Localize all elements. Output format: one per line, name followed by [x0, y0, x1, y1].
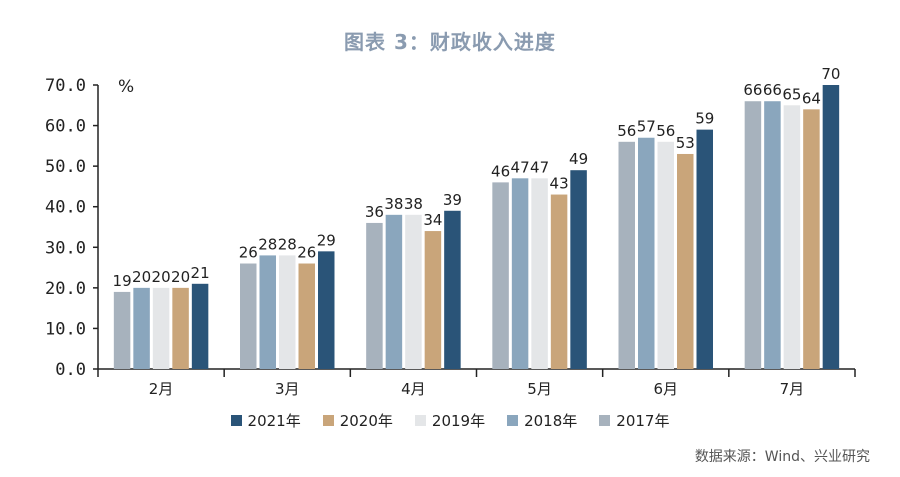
legend-label: 2018年: [524, 412, 578, 430]
bar: [550, 194, 568, 369]
legend-swatch: [599, 415, 611, 426]
data-label: 38: [384, 195, 403, 213]
legend-item: 2020年: [322, 410, 393, 431]
bar: [259, 255, 276, 369]
legend-label: 2020年: [339, 412, 393, 430]
bar: [618, 141, 635, 369]
data-label: 56: [617, 122, 636, 140]
data-label: 34: [423, 211, 442, 229]
bar: [318, 251, 335, 369]
bar: [822, 85, 840, 369]
legend-swatch: [230, 415, 242, 426]
bar: [405, 214, 422, 369]
data-label: 65: [782, 85, 801, 103]
y-tick-label: 30.0: [45, 238, 86, 258]
bar: [191, 283, 209, 369]
data-label: 47: [530, 158, 549, 176]
data-label: 28: [258, 235, 277, 253]
bars: [113, 85, 840, 370]
bar: [531, 178, 548, 369]
data-label: 19: [113, 272, 132, 290]
data-label: 47: [511, 158, 530, 176]
data-label: 38: [404, 195, 423, 213]
x-tick-label: 4月: [401, 380, 426, 398]
legend: 2021年 2020年 2019年 2018年 2017年: [0, 410, 900, 431]
data-label: 29: [317, 231, 336, 249]
bar: [744, 101, 762, 369]
y-tick-label: 60.0: [45, 117, 86, 137]
y-tick-label: 0.0: [55, 360, 86, 380]
legend-item: 2019年: [414, 410, 486, 431]
bar: [492, 182, 509, 369]
bar: [240, 263, 257, 369]
data-label: 56: [656, 122, 675, 140]
y-tick-label: 20.0: [45, 279, 86, 299]
legend-label: 2021年: [247, 412, 301, 430]
data-label: 64: [802, 89, 821, 107]
bar: [152, 287, 170, 369]
data-label: 66: [763, 81, 782, 99]
data-label: 20: [152, 268, 171, 286]
x-tick-label: 2月: [149, 380, 174, 398]
bar: [444, 210, 461, 369]
data-label: 66: [743, 81, 762, 99]
bar: [657, 141, 674, 369]
legend-swatch: [322, 415, 334, 426]
data-label: 59: [695, 110, 714, 128]
x-tick-label: 3月: [275, 380, 300, 398]
data-label: 70: [821, 65, 840, 83]
bar: [385, 214, 403, 369]
y-tick-label: 70.0: [45, 76, 86, 96]
data-label: 53: [676, 134, 695, 152]
bar: [783, 105, 801, 370]
data-label: 28: [278, 235, 297, 253]
data-label: 36: [365, 203, 384, 221]
bar: [279, 255, 296, 369]
bar: [764, 101, 781, 369]
legend-label: 2017年: [616, 412, 670, 430]
bar: [424, 231, 442, 369]
x-tick-label: 5月: [527, 380, 552, 398]
legend-item: 2021年: [230, 410, 301, 431]
data-label: 26: [297, 244, 316, 262]
legend-swatch: [414, 415, 426, 426]
legend-swatch: [507, 415, 519, 426]
x-tick-label: 6月: [653, 380, 678, 398]
data-label: 43: [550, 175, 569, 193]
bar: [570, 170, 587, 369]
y-tick-label: 50.0: [45, 157, 86, 177]
bar: [366, 222, 383, 369]
data-label: 20: [132, 268, 151, 286]
axes: 0.0 10.0 20.0 30.0 40.0 50.0 60.0 70.0 2月 3月 4月 5月 6…: [45, 76, 856, 398]
y-axis-unit-label: %: [118, 77, 134, 97]
bar: [172, 287, 189, 369]
data-label: 39: [443, 191, 462, 209]
bar: [511, 178, 529, 369]
y-tick-label: 10.0: [45, 319, 86, 339]
bar: [113, 291, 131, 369]
bar: [677, 153, 694, 369]
bar: [133, 287, 150, 369]
bar: [803, 109, 820, 369]
bar: [638, 137, 655, 369]
source-note: 数据来源：Wind、兴业研究: [694, 449, 870, 465]
legend-label: 2019年: [431, 412, 486, 430]
legend-item: 2018年: [507, 410, 577, 431]
x-tick-label: 7月: [780, 380, 805, 398]
data-label: 57: [637, 118, 656, 136]
data-label: 26: [239, 244, 258, 262]
legend-item: 2017年: [599, 410, 669, 431]
data-label: 21: [191, 264, 210, 282]
data-label: 49: [569, 150, 588, 168]
y-tick-label: 40.0: [45, 198, 86, 218]
data-label: 46: [491, 162, 510, 180]
bar: [298, 263, 315, 369]
data-label: 20: [171, 268, 190, 286]
chart-title: 图表 3：财政收入进度: [344, 30, 556, 54]
bar: [696, 129, 713, 369]
